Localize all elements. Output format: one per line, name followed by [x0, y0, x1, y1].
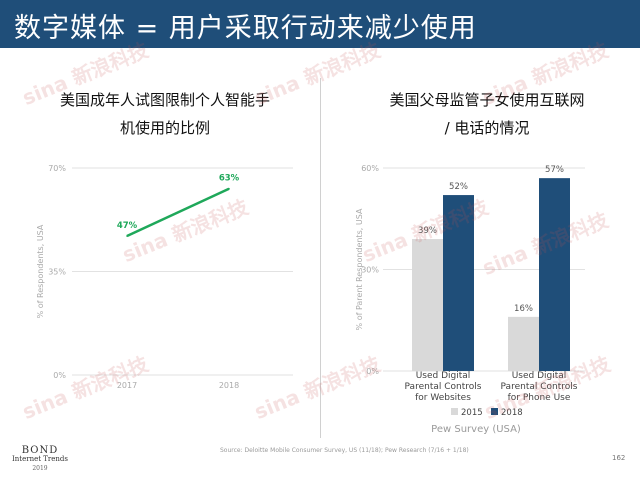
y-tick-label: 30% [361, 266, 379, 275]
bar [539, 178, 570, 371]
y-tick-label: 70% [48, 164, 66, 173]
data-point [228, 187, 230, 190]
data-label: 39% [418, 226, 437, 236]
data-label: 63% [219, 174, 240, 184]
left-chart-title-line1: 美国成年人试图限制个人智能手 [59, 91, 270, 109]
x-tick-label: Used Digital [512, 371, 567, 381]
data-label: 57% [545, 165, 564, 175]
x-tick-label: for Websites [415, 393, 471, 403]
x-tick-label: for Phone Use [508, 393, 571, 403]
left-chart-title: 美国成年人试图限制个人智能手 机使用的比例 [40, 86, 290, 142]
page-title: 数字媒体 = 用户采取行动来减少使用 [14, 13, 477, 44]
series-line [126, 187, 230, 238]
right-chart-title-line2: / 电话的情况 [444, 119, 530, 137]
y-axis-label: % of Respondents, USA [36, 224, 45, 318]
data-label: 47% [117, 221, 138, 231]
bond-logo-line1: BOND [21, 445, 59, 456]
x-tick-label: Used Digital [416, 371, 471, 381]
legend-swatch [451, 408, 458, 415]
bond-logo-line2: Internet Trends [12, 455, 69, 463]
left-chart-title-line2: 机使用的比例 [119, 119, 210, 137]
data-label: 16% [514, 304, 533, 314]
x-tick-label: 2018 [219, 381, 239, 390]
legend-label: 2015 [461, 408, 483, 418]
x-tick-label: Parental Controls [405, 382, 482, 392]
bar [508, 316, 539, 371]
panel-divider [320, 78, 321, 438]
bond-logo: BOND Internet Trends 2019 [12, 446, 68, 473]
y-tick-label: 0% [53, 371, 66, 380]
y-tick-label: 60% [361, 164, 379, 173]
legend-label: 2018 [501, 408, 523, 418]
bond-logo-line3: 2019 [32, 465, 48, 472]
right-chart-title: 美国父母监管子女使用互联网 / 电话的情况 [352, 86, 622, 142]
header-bar: 数字媒体 = 用户采取行动来减少使用 [0, 0, 640, 48]
y-axis-label: % of Parent Respondents, USA [355, 208, 364, 330]
bar [412, 239, 443, 371]
right-chart-title-line1: 美国父母监管子女使用互联网 [389, 91, 585, 109]
x-axis-label: Pew Survey (USA) [431, 424, 521, 435]
legend-swatch [491, 408, 498, 415]
bar [443, 195, 474, 371]
data-point [126, 235, 128, 237]
x-tick-label: 2017 [117, 381, 137, 390]
source-note: Source: Deloitte Mobile Consumer Survey,… [220, 447, 469, 454]
x-tick-label: Parental Controls [501, 382, 578, 392]
page-number: 162 [612, 454, 626, 462]
y-tick-label: 0% [366, 367, 379, 376]
data-label: 52% [449, 182, 468, 192]
y-tick-label: 35% [48, 268, 66, 277]
